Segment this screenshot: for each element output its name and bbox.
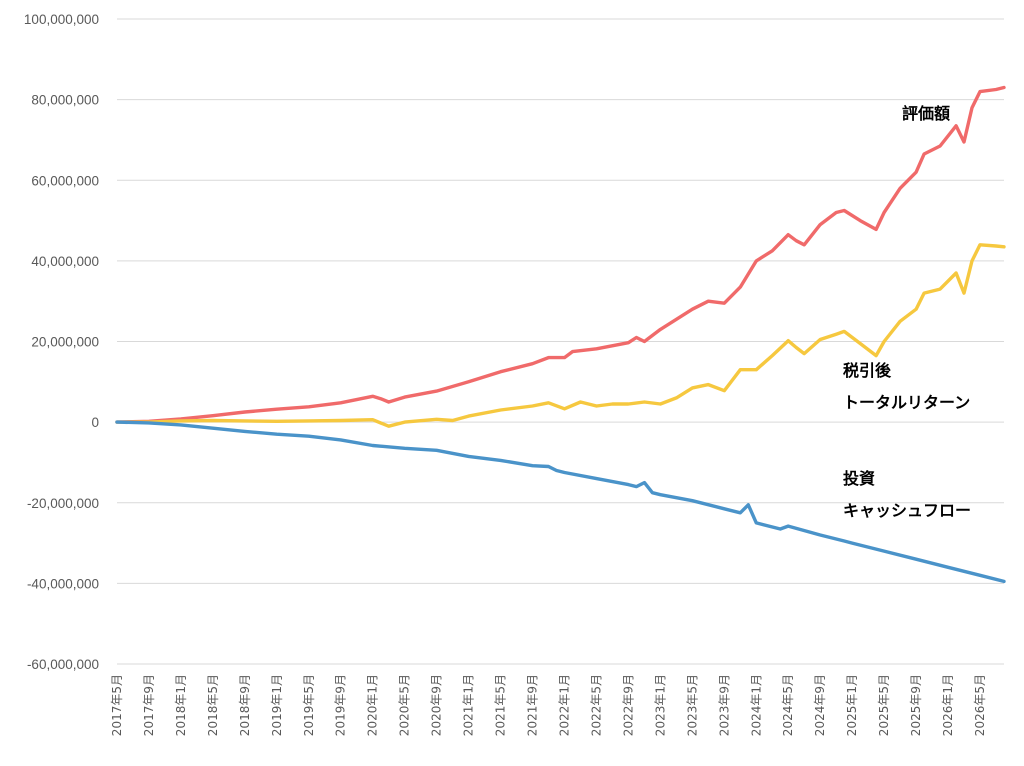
x-tick-label: 2018年1月	[174, 674, 188, 736]
x-tick-label: 2023年5月	[685, 674, 699, 736]
y-tick-label: -20,000,000	[27, 496, 99, 511]
x-tick-label: 2023年1月	[653, 674, 667, 736]
x-tick-label: 2023年9月	[717, 674, 731, 736]
series-line	[115, 420, 1006, 584]
series-line	[115, 243, 1006, 428]
series-line	[115, 85, 1006, 424]
x-tick-label: 2018年5月	[206, 674, 220, 736]
y-tick-label: -60,000,000	[27, 657, 99, 672]
series-annotation-label: 評価額	[902, 104, 950, 123]
x-tick-label: 2025年1月	[845, 674, 859, 736]
x-tick-label: 2020年1月	[366, 674, 380, 736]
series-lines	[115, 85, 1006, 584]
gridlines	[117, 18, 1004, 665]
x-tick-label: 2022年9月	[621, 674, 635, 736]
x-tick-label: 2019年9月	[334, 674, 348, 736]
x-tick-label: 2026年5月	[973, 674, 987, 736]
x-tick-label: 2024年9月	[813, 674, 827, 736]
series-annotation-label: キャッシュフロー	[843, 501, 971, 520]
x-tick-label: 2021年5月	[494, 674, 508, 736]
x-tick-label: 2025年5月	[877, 674, 891, 736]
x-axis-tick-labels: 2017年5月 2017年9月 2018年1月 2018年5月 2018年9月 2019年…	[110, 674, 987, 736]
y-tick-label: -40,000,000	[27, 576, 99, 591]
y-tick-label: 0	[91, 415, 99, 430]
x-tick-label: 2024年5月	[781, 674, 795, 736]
y-tick-label: 40,000,000	[31, 254, 99, 269]
x-tick-label: 2026年1月	[941, 674, 955, 736]
x-tick-label: 2020年9月	[430, 674, 444, 736]
x-tick-label: 2019年5月	[302, 674, 316, 736]
y-tick-label: 60,000,000	[31, 173, 99, 188]
series-annotation-label: 投資	[843, 469, 875, 488]
x-tick-label: 2022年5月	[589, 674, 603, 736]
x-tick-label: 2025年9月	[909, 674, 923, 736]
x-tick-label: 2020年5月	[398, 674, 412, 736]
x-tick-label: 2019年1月	[270, 674, 284, 736]
x-tick-label: 2017年9月	[142, 674, 156, 736]
x-tick-label: 2024年1月	[749, 674, 763, 736]
series-annotation-label: 税引後	[843, 361, 892, 380]
x-tick-label: 2018年9月	[238, 674, 252, 736]
x-tick-label: 2021年9月	[526, 674, 540, 736]
y-tick-label: 100,000,000	[24, 12, 99, 27]
x-tick-label: 2022年1月	[557, 674, 571, 736]
series-annotation-label: トータルリターン	[843, 393, 970, 412]
x-tick-label: 2017年5月	[110, 674, 124, 736]
y-tick-label: 80,000,000	[31, 93, 99, 108]
y-tick-label: 20,000,000	[31, 335, 99, 350]
x-tick-label: 2021年1月	[462, 674, 476, 736]
y-axis-tick-labels: 100,000,000 80,000,000 60,000,000 40,000,00…	[24, 12, 99, 672]
